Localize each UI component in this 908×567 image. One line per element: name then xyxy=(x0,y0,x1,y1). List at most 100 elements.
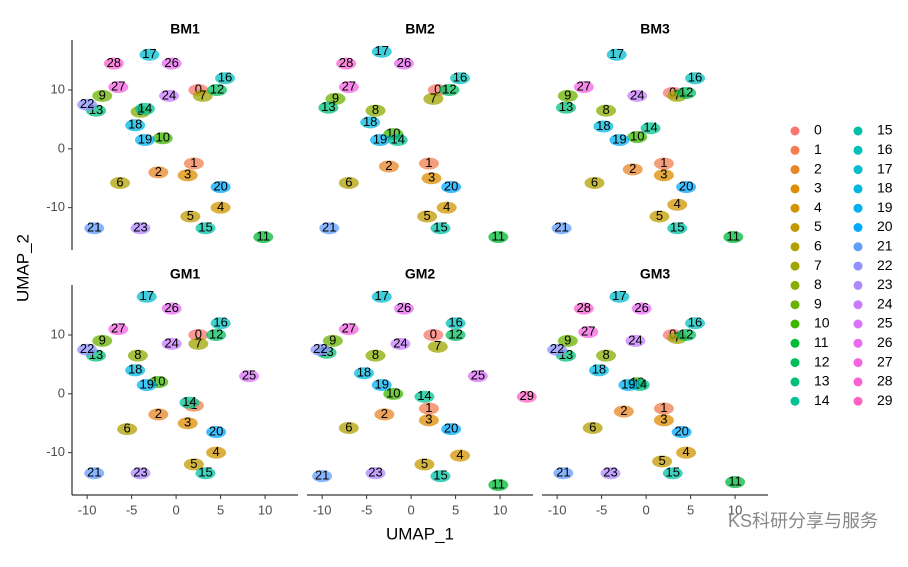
cluster-point xyxy=(177,417,198,430)
cluster-label: 8 xyxy=(372,347,379,362)
cluster-point xyxy=(653,169,674,182)
cluster-point xyxy=(553,467,574,480)
cluster-point xyxy=(371,379,392,391)
y-axis-label: UMAP_2 xyxy=(13,234,32,302)
legend-label: 20 xyxy=(877,218,893,234)
x-tick-label: -5 xyxy=(361,502,373,517)
cluster-point xyxy=(488,231,509,244)
cluster-label: 15 xyxy=(670,220,684,235)
cluster-label: 5 xyxy=(421,456,428,471)
legend-label: 2 xyxy=(814,160,822,176)
x-tick-label: 5 xyxy=(217,502,224,517)
cluster-label: 7 xyxy=(195,335,202,350)
legend-swatch xyxy=(853,261,863,271)
cluster-label: 3 xyxy=(425,412,432,427)
cluster-label: 21 xyxy=(554,220,568,235)
cluster-point xyxy=(371,290,392,303)
cluster-point xyxy=(725,476,746,489)
cluster-label: 15 xyxy=(198,465,212,480)
cluster-label: 8 xyxy=(602,102,609,117)
legend-label: 28 xyxy=(877,373,893,389)
cluster-point xyxy=(662,467,683,480)
panel-title: GM3 xyxy=(640,266,671,282)
legend-label: 0 xyxy=(814,122,822,138)
cluster-label: 16 xyxy=(688,315,702,330)
cluster-point xyxy=(183,157,204,170)
cluster-label: 22 xyxy=(313,341,327,356)
cluster-label: 28 xyxy=(577,300,591,315)
cluster-label: 6 xyxy=(345,174,352,189)
legend-label: 7 xyxy=(814,257,822,273)
cluster-label: 21 xyxy=(322,220,336,235)
panel-title: GM1 xyxy=(170,266,201,282)
legend-label: 8 xyxy=(814,276,822,292)
legend-label: 10 xyxy=(814,315,830,331)
x-tick-label: -5 xyxy=(596,502,608,517)
cluster-point xyxy=(130,222,151,235)
cluster-point xyxy=(338,81,359,94)
cluster-point xyxy=(723,231,744,244)
panel-title: BM3 xyxy=(640,21,670,37)
legend-swatch xyxy=(790,396,800,406)
cluster-label: 8 xyxy=(134,347,141,362)
cluster-label: 21 xyxy=(87,220,101,235)
cluster-point xyxy=(322,334,343,347)
cluster-label: 17 xyxy=(142,46,156,61)
cluster-label: 4 xyxy=(683,444,690,459)
cluster-label: 27 xyxy=(111,321,125,336)
y-tick-label: -10 xyxy=(46,199,65,214)
cluster-label: 19 xyxy=(138,131,152,146)
cluster-point xyxy=(215,72,236,85)
cluster-point xyxy=(667,222,688,235)
cluster-point xyxy=(445,329,466,341)
cluster-point xyxy=(593,120,614,133)
cluster-point xyxy=(179,396,200,409)
cluster-label: 28 xyxy=(107,55,121,70)
cluster-point xyxy=(117,423,138,436)
cluster-label: 7 xyxy=(434,338,441,353)
legend-label: 9 xyxy=(814,295,822,311)
legend-label: 19 xyxy=(877,199,893,215)
cluster-point xyxy=(180,210,201,223)
x-tick-label: 10 xyxy=(258,502,272,517)
legend-swatch xyxy=(790,165,800,175)
cluster-label: 11 xyxy=(257,228,271,243)
cluster-point xyxy=(310,343,331,356)
cluster-label: 6 xyxy=(124,421,131,436)
cluster-label: 3 xyxy=(660,167,667,182)
cluster-label: 25 xyxy=(242,368,256,383)
cluster-point xyxy=(418,157,439,170)
cluster-label: 0 xyxy=(430,326,437,341)
cluster-label: 1 xyxy=(660,155,667,170)
cluster-point xyxy=(188,329,209,341)
cluster-label: 23 xyxy=(133,220,147,235)
legend-swatch xyxy=(790,184,800,194)
cluster-point xyxy=(136,290,157,303)
cluster-label: 18 xyxy=(596,118,610,133)
cluster-point xyxy=(84,467,105,480)
legend-swatch xyxy=(790,377,800,387)
cluster-label: 9 xyxy=(329,332,336,347)
y-tick-label: 0 xyxy=(58,140,65,155)
cluster-point xyxy=(418,414,439,427)
legend-swatch xyxy=(790,242,800,252)
legend-label: 29 xyxy=(877,392,893,408)
cluster-point xyxy=(578,326,599,339)
cluster-point xyxy=(387,134,408,146)
cluster-point xyxy=(393,302,414,315)
legend-label: 1 xyxy=(814,141,822,157)
legend-label: 17 xyxy=(877,160,893,176)
cluster-point xyxy=(152,132,173,145)
cluster-label: 11 xyxy=(728,473,742,488)
cluster-label: 19 xyxy=(375,376,389,391)
cluster-label: 9 xyxy=(99,87,106,102)
cluster-point xyxy=(613,405,634,418)
cluster-point xyxy=(192,89,213,102)
cluster-point xyxy=(206,446,227,459)
x-tick-label: 0 xyxy=(642,502,649,517)
cluster-point xyxy=(77,343,98,356)
cluster-point xyxy=(582,421,603,434)
legend-swatch xyxy=(853,319,863,329)
x-tick-label: -5 xyxy=(126,502,138,517)
